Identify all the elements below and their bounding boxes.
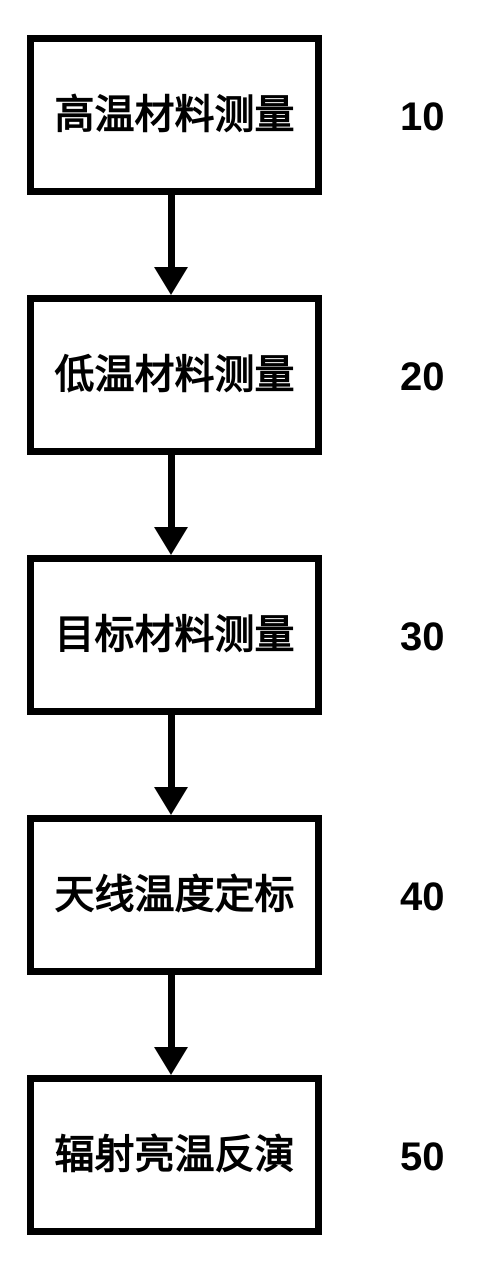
- arrow-head-icon: [154, 267, 188, 295]
- flow-node-number: 40: [400, 875, 445, 920]
- arrow-shaft: [168, 975, 175, 1047]
- flowchart-canvas: 高温材料测量 10 低温材料测量 20 目标材料测量 30 天线温度定标 40 辐射亮温反演 50: [0, 0, 502, 1279]
- flow-node-label: 天线温度定标: [55, 873, 295, 917]
- arrow-head-icon: [154, 527, 188, 555]
- flow-node-number: 10: [400, 95, 445, 140]
- flow-node-label: 目标材料测量: [55, 613, 295, 657]
- flow-node-number: 30: [400, 615, 445, 660]
- arrow-shaft: [168, 715, 175, 787]
- flow-node-n10: 高温材料测量: [27, 35, 322, 195]
- flow-node-n30: 目标材料测量: [27, 555, 322, 715]
- flow-node-number: 20: [400, 355, 445, 400]
- arrow-shaft: [168, 195, 175, 267]
- arrow-head-icon: [154, 787, 188, 815]
- arrow-shaft: [168, 455, 175, 527]
- flow-node-label: 辐射亮温反演: [55, 1133, 295, 1177]
- flow-node-n40: 天线温度定标: [27, 815, 322, 975]
- arrow-head-icon: [154, 1047, 188, 1075]
- flow-node-n20: 低温材料测量: [27, 295, 322, 455]
- flow-node-label: 高温材料测量: [55, 93, 295, 137]
- flow-node-n50: 辐射亮温反演: [27, 1075, 322, 1235]
- flow-node-number: 50: [400, 1135, 445, 1180]
- flow-node-label: 低温材料测量: [55, 353, 295, 397]
